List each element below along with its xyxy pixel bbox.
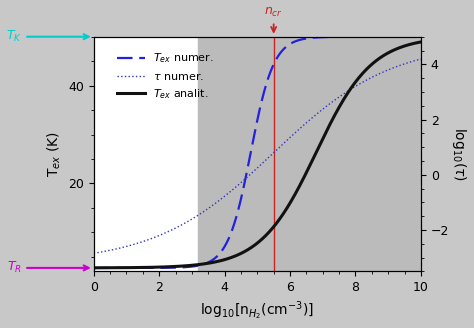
Text: $n_{cr}$: $n_{cr}$	[264, 6, 283, 32]
Text: $T_K$: $T_K$	[6, 29, 89, 44]
Y-axis label: log$_{10}$($\tau$): log$_{10}$($\tau$)	[450, 127, 468, 181]
X-axis label: log$_{10}$[n$_{H_2}$(cm$^{-3}$)]: log$_{10}$[n$_{H_2}$(cm$^{-3}$)]	[201, 300, 314, 322]
Legend: $T_{ex}$ numer., $\tau$ numer., $T_{ex}$ analit.: $T_{ex}$ numer., $\tau$ numer., $T_{ex}$…	[112, 47, 219, 106]
Y-axis label: T$_{ex}$ (K): T$_{ex}$ (K)	[45, 131, 63, 177]
Bar	[199, 37, 421, 272]
Text: $T_R$: $T_R$	[7, 260, 89, 276]
